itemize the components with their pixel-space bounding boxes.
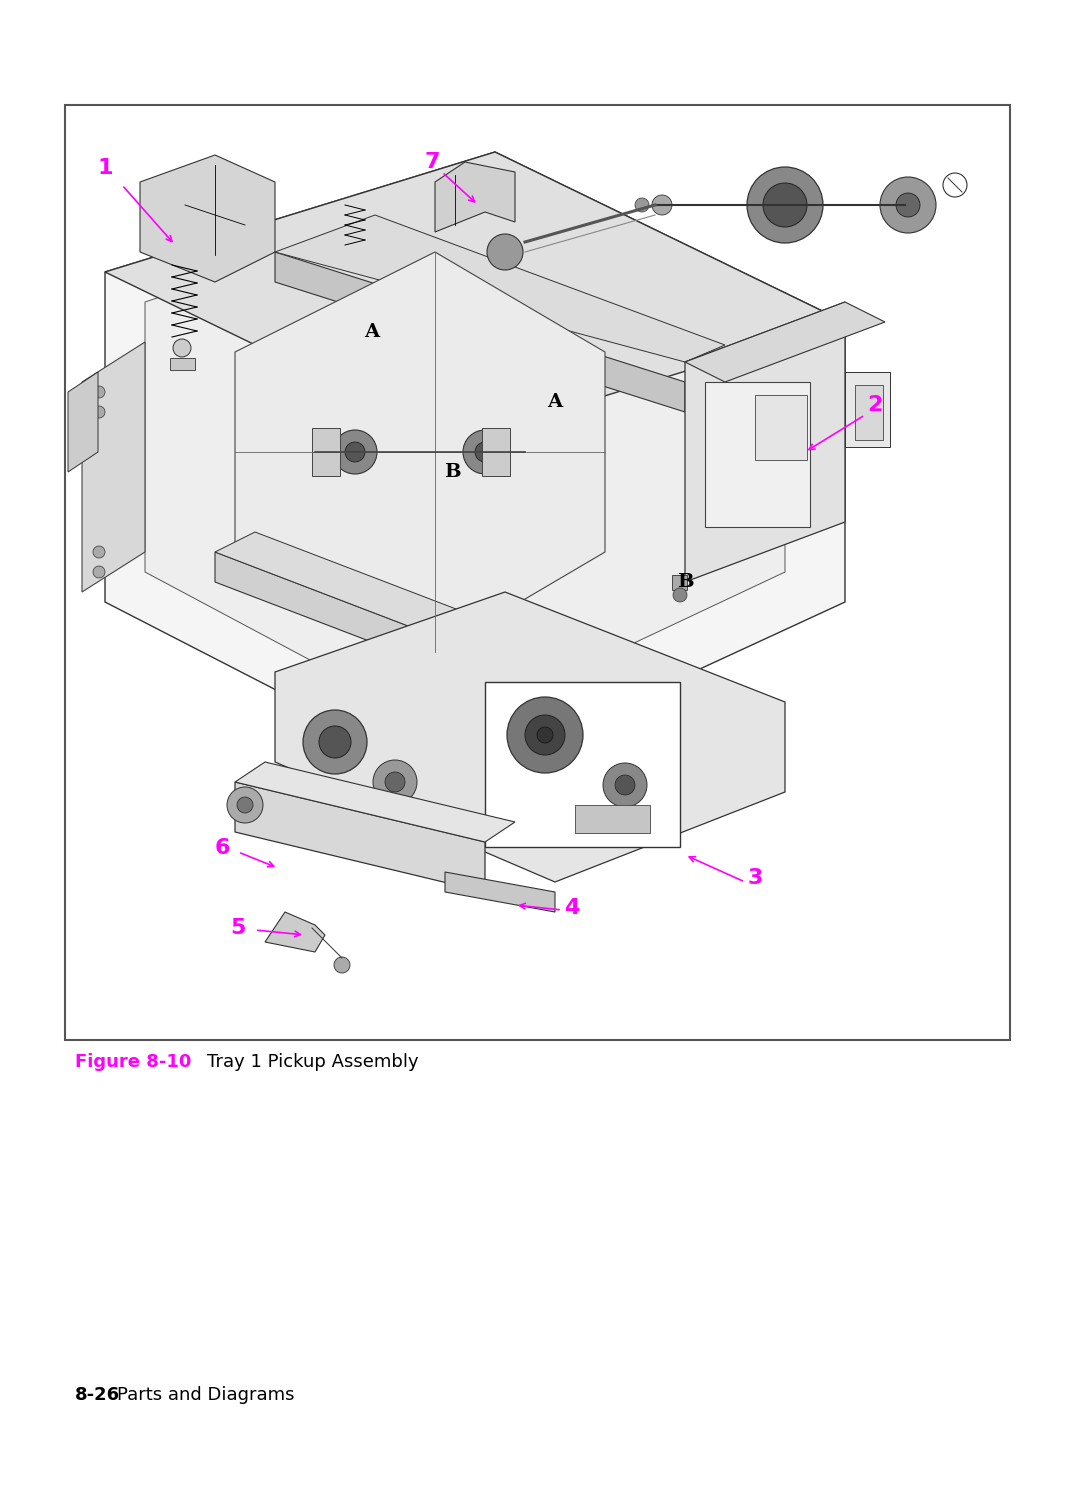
Polygon shape: [105, 152, 845, 782]
Text: 4: 4: [565, 898, 580, 918]
Circle shape: [93, 407, 105, 419]
Bar: [845, 372, 890, 447]
Circle shape: [673, 588, 687, 602]
Circle shape: [345, 443, 365, 462]
Circle shape: [487, 235, 523, 271]
Text: 1: 1: [97, 158, 112, 178]
Polygon shape: [140, 155, 275, 283]
Polygon shape: [235, 762, 515, 842]
Circle shape: [93, 567, 105, 579]
Text: A: A: [548, 393, 563, 411]
Circle shape: [93, 386, 105, 398]
Circle shape: [373, 759, 417, 804]
Circle shape: [603, 762, 647, 807]
Circle shape: [334, 957, 350, 973]
Bar: [755, 395, 807, 460]
Polygon shape: [685, 302, 885, 383]
Bar: [312, 428, 340, 475]
Polygon shape: [445, 872, 555, 912]
Bar: [485, 682, 680, 848]
Circle shape: [537, 727, 553, 743]
Bar: [672, 576, 687, 591]
Text: Figure 8-10: Figure 8-10: [75, 1052, 191, 1070]
Bar: [855, 386, 883, 440]
Circle shape: [507, 697, 583, 773]
Text: B: B: [677, 573, 693, 591]
Bar: [575, 804, 650, 833]
Circle shape: [896, 193, 920, 217]
Circle shape: [303, 710, 367, 774]
Circle shape: [384, 771, 405, 792]
Text: 8-26: 8-26: [75, 1386, 120, 1404]
Circle shape: [652, 194, 672, 215]
Polygon shape: [235, 253, 605, 652]
Polygon shape: [275, 253, 685, 413]
Polygon shape: [68, 372, 98, 472]
Circle shape: [227, 786, 264, 824]
Circle shape: [319, 727, 351, 758]
Circle shape: [333, 431, 377, 474]
Text: A: A: [364, 323, 379, 341]
Text: 3: 3: [747, 869, 762, 888]
Circle shape: [615, 774, 635, 795]
Bar: [705, 383, 810, 528]
Polygon shape: [265, 912, 325, 952]
Text: 7: 7: [424, 152, 440, 172]
Text: 6: 6: [214, 839, 230, 858]
Bar: [482, 428, 510, 475]
Circle shape: [747, 167, 823, 244]
Polygon shape: [105, 152, 845, 443]
Text: Parts and Diagrams: Parts and Diagrams: [117, 1386, 295, 1404]
Circle shape: [943, 173, 967, 197]
Bar: [170, 357, 195, 369]
Circle shape: [93, 546, 105, 558]
Circle shape: [762, 182, 807, 227]
Polygon shape: [235, 782, 485, 893]
Polygon shape: [685, 302, 845, 582]
Circle shape: [880, 176, 936, 233]
Polygon shape: [435, 161, 515, 232]
Polygon shape: [215, 552, 685, 762]
Polygon shape: [215, 532, 725, 733]
Polygon shape: [275, 215, 725, 362]
Circle shape: [237, 797, 253, 813]
Text: B: B: [444, 463, 460, 481]
Circle shape: [173, 339, 191, 357]
Text: 5: 5: [230, 918, 245, 937]
Circle shape: [635, 197, 649, 212]
Polygon shape: [82, 342, 145, 592]
Polygon shape: [145, 191, 785, 733]
Circle shape: [525, 715, 565, 755]
Bar: [65, 105, 1010, 1041]
Text: 2: 2: [867, 395, 882, 416]
Circle shape: [463, 431, 507, 474]
Polygon shape: [275, 592, 785, 882]
Text: Tray 1 Pickup Assembly: Tray 1 Pickup Assembly: [207, 1052, 419, 1070]
Circle shape: [475, 443, 495, 462]
